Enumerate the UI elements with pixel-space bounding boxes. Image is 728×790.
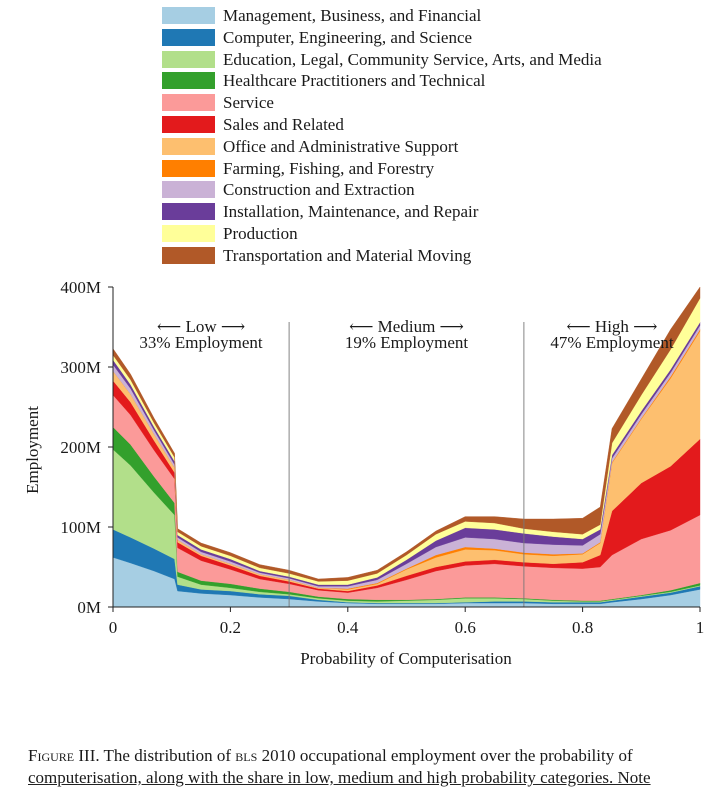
- legend-swatch: [162, 94, 215, 112]
- legend-swatch: [162, 7, 215, 24]
- x-tick-label: 0.4: [337, 618, 359, 637]
- region-labels: ⟵ Low ⟶33% Employment ⟵ Medium ⟶19% Emplo…: [139, 317, 673, 352]
- region-name: ⟵ High ⟶: [566, 317, 657, 336]
- legend-label: Healthcare Practitioners and Technical: [223, 71, 486, 91]
- y-tick-label: 200M: [60, 438, 101, 457]
- legend-swatch: [162, 159, 215, 177]
- y-axis-label: Employment: [23, 406, 42, 494]
- legend-swatch: [162, 225, 215, 242]
- legend-label: Education, Legal, Community Service, Art…: [223, 49, 602, 69]
- caption-text-1: The distribution of: [99, 746, 236, 765]
- y-tick-label: 300M: [60, 358, 101, 377]
- legend-swatch: [162, 246, 215, 264]
- legend-swatch: [162, 137, 215, 155]
- legend-swatch: [162, 72, 215, 90]
- x-tick-label: 1: [696, 618, 705, 637]
- legend-label: Service: [223, 93, 274, 113]
- legend-swatch: [162, 181, 215, 199]
- threshold-lines: [288, 322, 525, 607]
- legend-label: Installation, Maintenance, and Repair: [223, 202, 479, 222]
- caption-line-1: Figure III. The distribution of bls 2010…: [28, 745, 728, 767]
- region-share: 19% Employment: [345, 333, 469, 352]
- legend-label: Sales and Related: [223, 115, 344, 134]
- x-tick-label: 0.2: [220, 618, 241, 637]
- axes: 0 0.2 0.4 0.6 0.8 1 0M 100M 200M 300M 400M: [60, 278, 704, 637]
- y-tick-label: 400M: [60, 278, 101, 297]
- y-tick-label: 0M: [77, 598, 101, 617]
- legend-label: Production: [223, 224, 298, 243]
- legend-swatch: [162, 116, 215, 133]
- caption-bls: bls: [235, 746, 258, 765]
- legend-label: Transportation and Material Moving: [223, 245, 472, 265]
- caption-text-2: 2010 occupational employment over the pr…: [257, 746, 633, 765]
- x-tick-label: 0.8: [572, 618, 593, 637]
- x-axis-label: Probability of Computerisation: [300, 649, 512, 668]
- x-tick-label: 0: [109, 618, 118, 637]
- x-tick-label: 0.6: [455, 618, 476, 637]
- y-tick-label: 100M: [60, 518, 101, 537]
- caption-figure-number: Figure III.: [28, 746, 100, 765]
- region-name: ⟵ Medium ⟶: [349, 317, 464, 336]
- legend-label: Construction and Extraction: [223, 180, 415, 200]
- legend-swatch: [162, 28, 215, 46]
- legend-swatch: [162, 203, 215, 221]
- caption-line-2: computerisation, along with the share in…: [28, 768, 651, 787]
- legend-label: Farming, Fishing, and Forestry: [223, 158, 435, 178]
- region-share: 47% Employment: [550, 333, 674, 352]
- legend-label: Computer, Engineering, and Science: [223, 27, 473, 47]
- figure-caption: Figure III. The distribution of bls 2010…: [28, 745, 728, 789]
- region-share: 33% Employment: [139, 333, 263, 352]
- legend-label: Management, Business, and Financial: [223, 6, 482, 25]
- stacked-area-chart: 0 0.2 0.4 0.6 0.8 1 0M 100M 200M 300M 400M ⟵ Low ⟶…: [23, 278, 704, 668]
- legend-swatch: [162, 50, 215, 68]
- legend-label: Office and Administrative Support: [223, 136, 459, 156]
- region-name: ⟵ Low ⟶: [157, 317, 245, 336]
